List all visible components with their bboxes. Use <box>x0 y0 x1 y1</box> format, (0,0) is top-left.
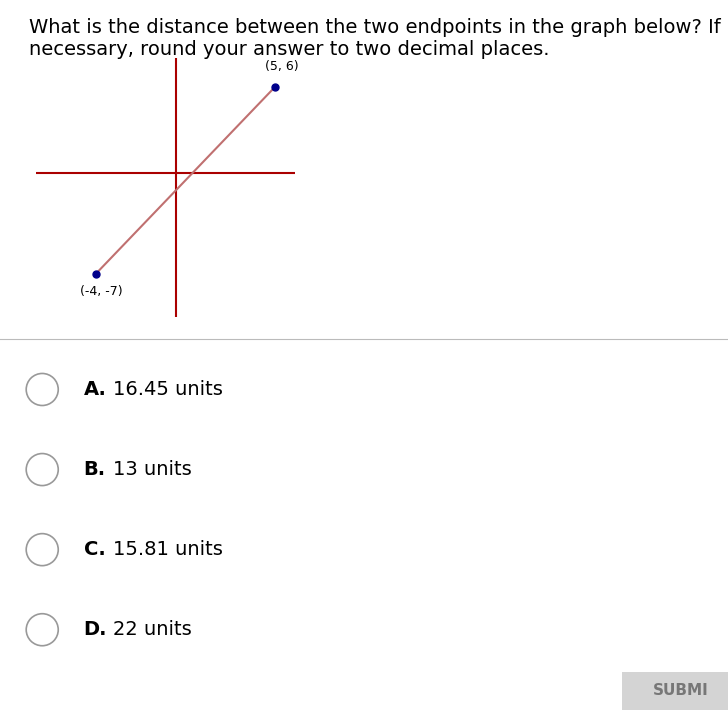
Text: 16.45 units: 16.45 units <box>113 380 223 399</box>
Text: D.: D. <box>84 620 107 639</box>
Text: (-4, -7): (-4, -7) <box>80 285 123 298</box>
Text: C.: C. <box>84 540 106 559</box>
Text: 22 units: 22 units <box>113 620 191 639</box>
Text: B.: B. <box>84 460 106 479</box>
Text: necessary, round your answer to two decimal places.: necessary, round your answer to two deci… <box>29 40 550 59</box>
Text: (5, 6): (5, 6) <box>265 60 298 73</box>
Text: SUBMI: SUBMI <box>653 684 708 698</box>
Text: A.: A. <box>84 380 106 399</box>
Text: 15.81 units: 15.81 units <box>113 540 223 559</box>
Text: 13 units: 13 units <box>113 460 191 479</box>
Text: What is the distance between the two endpoints in the graph below? If: What is the distance between the two end… <box>29 18 721 37</box>
